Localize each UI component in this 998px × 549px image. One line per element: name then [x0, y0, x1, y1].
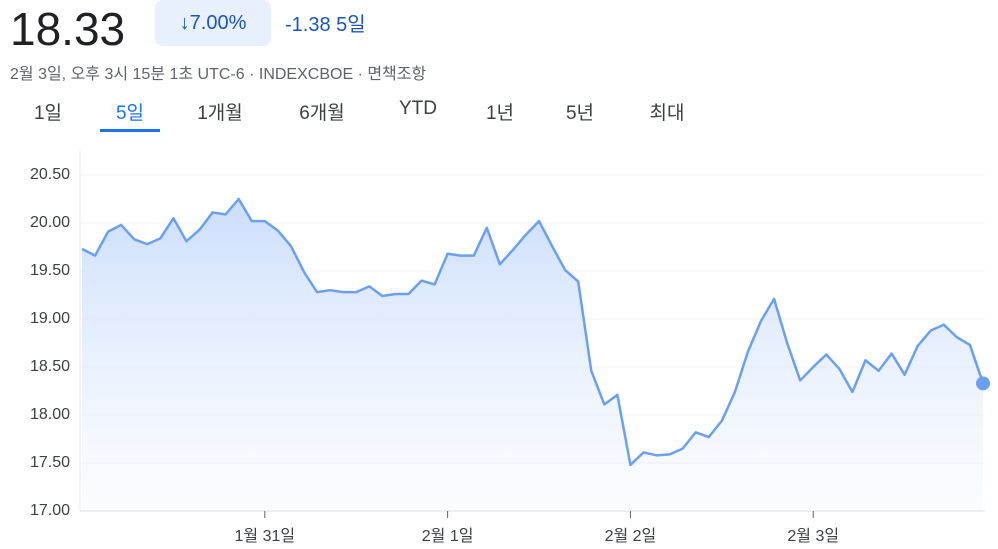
- range-tab[interactable]: 1일: [33, 103, 63, 124]
- range-tab[interactable]: 1개월: [197, 103, 243, 124]
- y-tick-label: 20.00: [30, 214, 70, 231]
- range-tab[interactable]: 5년: [565, 103, 595, 124]
- price: 18.33: [10, 3, 126, 55]
- y-tick-label: 18.50: [30, 358, 70, 375]
- range-tab[interactable]: 1년: [485, 103, 515, 124]
- y-tick-label: 17.00: [30, 502, 70, 519]
- change-value: -1.38: [285, 14, 331, 36]
- down-arrow: ↓: [179, 12, 190, 34]
- area: [82, 199, 983, 511]
- x-tick-label: 1월 31일: [235, 527, 296, 545]
- range-tab[interactable]: 6개월: [299, 103, 345, 124]
- range-tab[interactable]: YTD: [399, 98, 437, 119]
- price-line: [81, 197, 985, 467]
- subtitle: 2월 3일, 오후 3시 15분 1초 UTC-6 · INDEXCBOE · …: [10, 66, 427, 83]
- y-tick-label: 19.00: [30, 310, 70, 327]
- y-tick-label: 20.50: [30, 166, 70, 183]
- range-tab[interactable]: 최대: [649, 103, 685, 124]
- range-tab[interactable]: 5일: [100, 98, 160, 132]
- y-tick-label: 17.50: [30, 454, 70, 471]
- x-tick-label: 2월 2일: [605, 527, 657, 545]
- x-tick-label: 2월 3일: [787, 527, 839, 545]
- y-tick-label: 19.50: [30, 262, 70, 279]
- range-tabs: 1일 5일 1개월 6개월 YTD 1년 5년 최대: [0, 98, 998, 132]
- change-percent: 7.00%: [189, 12, 247, 34]
- last-point: [976, 376, 990, 391]
- change-percent-pill: ↓7.00%: [155, 0, 271, 46]
- period: 5일: [336, 14, 366, 36]
- y-tick-label: 18.00: [30, 406, 70, 423]
- x-tick-label: 2월 1일: [422, 527, 474, 545]
- change: -1.38 5일: [285, 8, 366, 37]
